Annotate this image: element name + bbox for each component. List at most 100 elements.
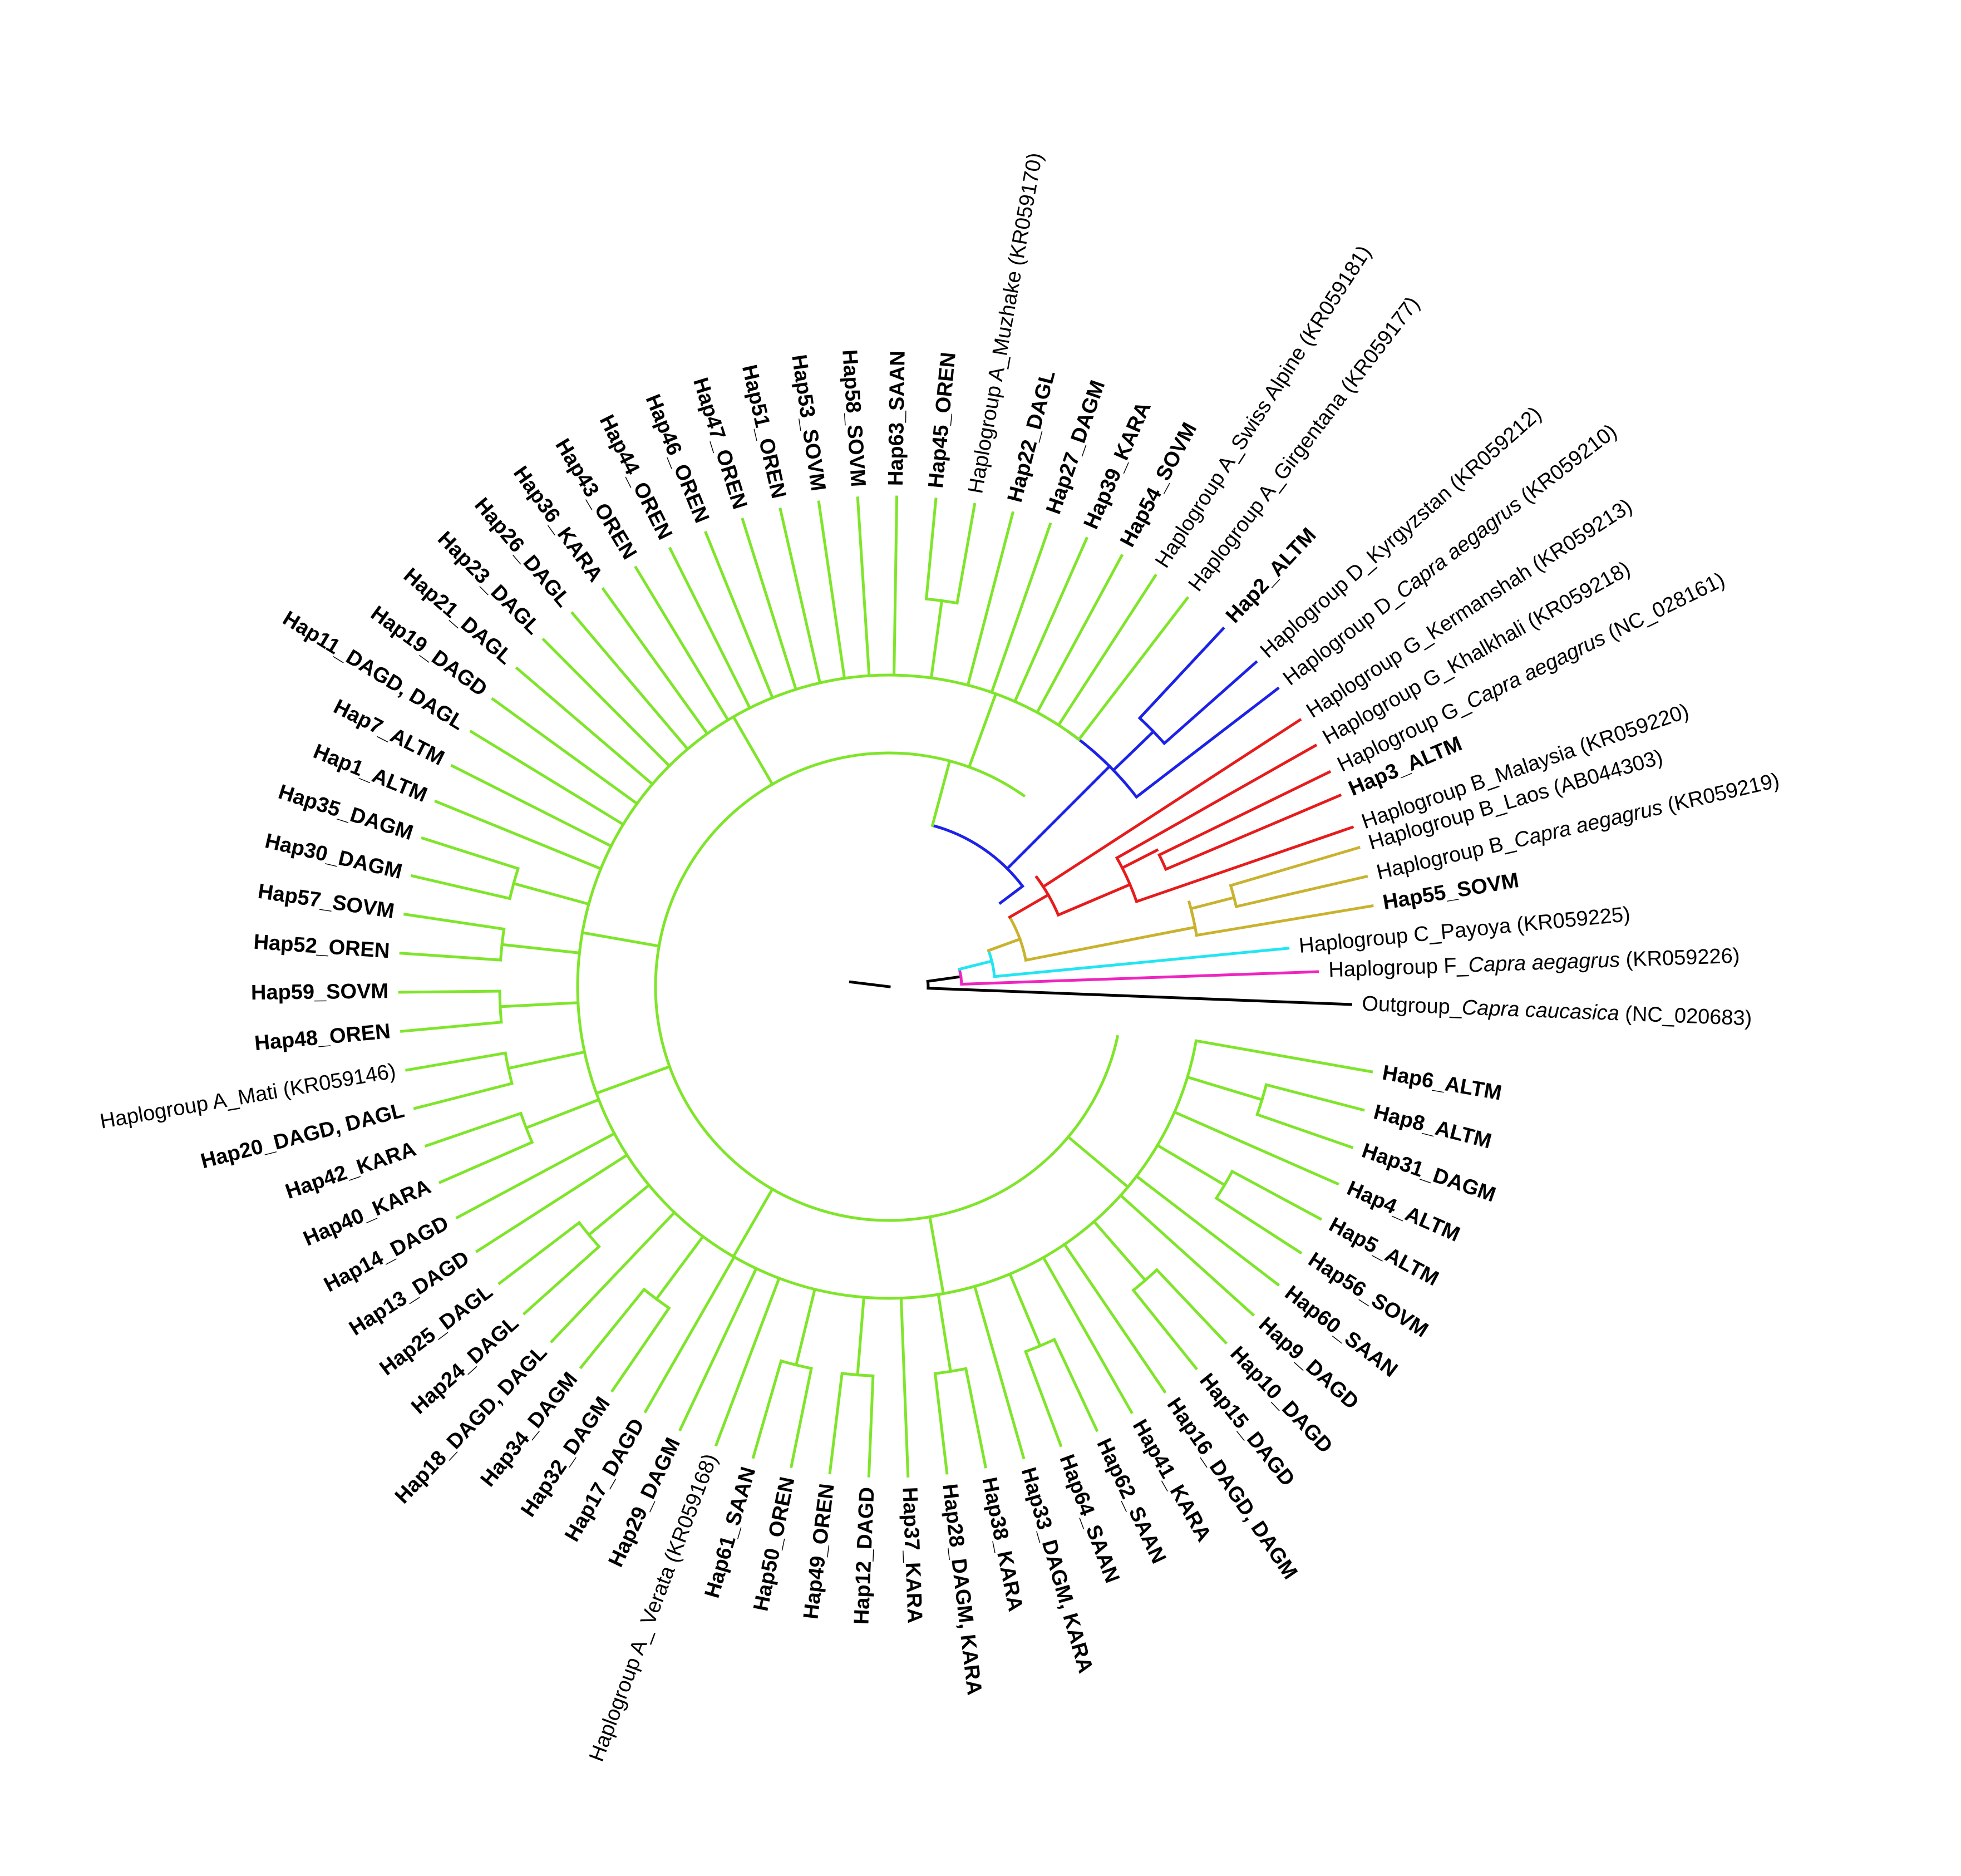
tip-branch (405, 1051, 508, 1072)
haplogroup-f-branch (960, 970, 1319, 986)
tip-branch (400, 1021, 503, 1033)
pair-stem (654, 1234, 705, 1301)
tip-branch (515, 666, 654, 786)
tip-branch (1172, 1110, 1339, 1186)
haplogroup-f-label: Haplogroup F_Capra aegagrus (KR059226) (1328, 944, 1740, 982)
pair-arc (578, 1222, 600, 1248)
tip-branch (899, 1297, 910, 1478)
a-connector (731, 1187, 775, 1259)
g-pair-arc (1158, 854, 1167, 870)
haplogroup-a-tip-label: Hap59_SOVM (251, 979, 389, 1005)
a-connector (580, 930, 661, 948)
f-arc (958, 968, 963, 984)
pair-arc (643, 1288, 670, 1309)
pair-arc (841, 1372, 874, 1377)
tip-branch (933, 1372, 949, 1475)
pair-stem (929, 599, 944, 680)
pair-stem (1155, 1143, 1226, 1187)
tip-branch (817, 500, 846, 680)
haplogroup-a-tip-label: Hap45_OREN (924, 351, 960, 489)
tip-branch (1264, 1083, 1365, 1112)
haplogroup-a-tip-label: Hap37_KARA (898, 1486, 926, 1623)
haplogroup-a-tip-label: Hap6_ALTM (1381, 1061, 1504, 1105)
tip-branch (434, 799, 603, 871)
tip-branch (399, 952, 502, 962)
tip-branch (964, 1367, 988, 1469)
tip-branch (779, 508, 822, 685)
tip-branch (610, 1306, 671, 1393)
tip-branch (450, 764, 613, 848)
haplogroup-a-tip-label: Hap38_KARA (977, 1475, 1027, 1613)
pair-arc (1215, 1170, 1234, 1199)
g-inner-stem (1120, 848, 1159, 870)
b-arc (1008, 916, 1027, 961)
haplogroup-a-tip-label: Hap52_OREN (253, 930, 390, 963)
tip-branch (541, 637, 672, 768)
tip-branch (1052, 1337, 1099, 1432)
pair-stem (1092, 1219, 1147, 1283)
haplogroup-a-tip-label: Hap63_SAAN (884, 351, 910, 486)
tip-branch (549, 1210, 677, 1344)
b-sub-stem (1189, 895, 1236, 910)
g-stem (1008, 893, 1051, 919)
tip-branch (497, 1220, 582, 1286)
tip-branch (1229, 845, 1361, 888)
d-branch (1005, 764, 1112, 871)
b-stem (987, 937, 1022, 953)
pair-stem (499, 1001, 580, 1008)
pair-stem (500, 943, 582, 955)
tip-branch (601, 587, 709, 736)
b-sub-arc2 (1229, 885, 1238, 907)
tip-branch (1119, 1193, 1255, 1317)
tip-branch (1164, 793, 1342, 871)
tip-branch (955, 503, 977, 605)
tip-branch (522, 1244, 602, 1316)
tip-branch (1157, 770, 1332, 857)
tip-branch (1137, 626, 1225, 720)
a-connector (928, 1215, 945, 1296)
pair-stem (524, 1097, 601, 1130)
da-stem (998, 884, 1025, 905)
tip-branch (455, 1131, 617, 1220)
pair-stem (1008, 1272, 1042, 1348)
tip-branch (989, 522, 1052, 695)
c-stem (958, 959, 994, 971)
haplogroup-a-tip-label: Hap30_DAGM (263, 829, 404, 884)
tip-branch (828, 1372, 844, 1475)
tip-branch (1041, 1255, 1134, 1415)
d-arc2 (1108, 765, 1138, 798)
haplogroup-a-tip-label: Hap51_OREN (737, 363, 790, 501)
tip-branch (424, 1111, 523, 1148)
tip-branch (1162, 660, 1258, 746)
haplogroup-a-tip-label: Hap57_SOVM (257, 880, 396, 923)
tip-branch (1134, 686, 1280, 799)
tip-branch (410, 874, 512, 900)
g-inner-arc (1121, 867, 1138, 902)
a-connector (967, 692, 998, 769)
d-arc (932, 824, 1024, 888)
pair-stem (511, 882, 591, 906)
tip-branch (867, 1374, 875, 1478)
a-connector (731, 715, 775, 786)
root-branch (849, 980, 891, 988)
tip-branch (1035, 554, 1124, 715)
haplogroup-a-tip-label: Hap8_ALTM (1371, 1100, 1494, 1153)
tip-branch (714, 1276, 781, 1447)
tip-branch (1041, 718, 1302, 889)
a-stem (930, 759, 952, 828)
tip-branch (704, 530, 775, 700)
pair-stem (856, 1296, 866, 1377)
pair-stem (587, 1183, 651, 1237)
haplogroup-a-tip-label: Hap58_SOVM (837, 349, 870, 488)
tip-branch (438, 1140, 534, 1184)
outgroup-label: Outgroup_Capra caucasica (NC_020683) (1362, 992, 1752, 1031)
tip-branch (1234, 875, 1368, 908)
tip-branch (1077, 596, 1190, 742)
tip-branch (1131, 1288, 1199, 1371)
tip-branch (973, 1284, 1026, 1460)
pair-arc (498, 991, 503, 1023)
tip-branch (413, 1081, 514, 1110)
tip-branch (1134, 1174, 1280, 1287)
tip-branch (1115, 743, 1318, 860)
pair-arc (519, 1112, 534, 1143)
